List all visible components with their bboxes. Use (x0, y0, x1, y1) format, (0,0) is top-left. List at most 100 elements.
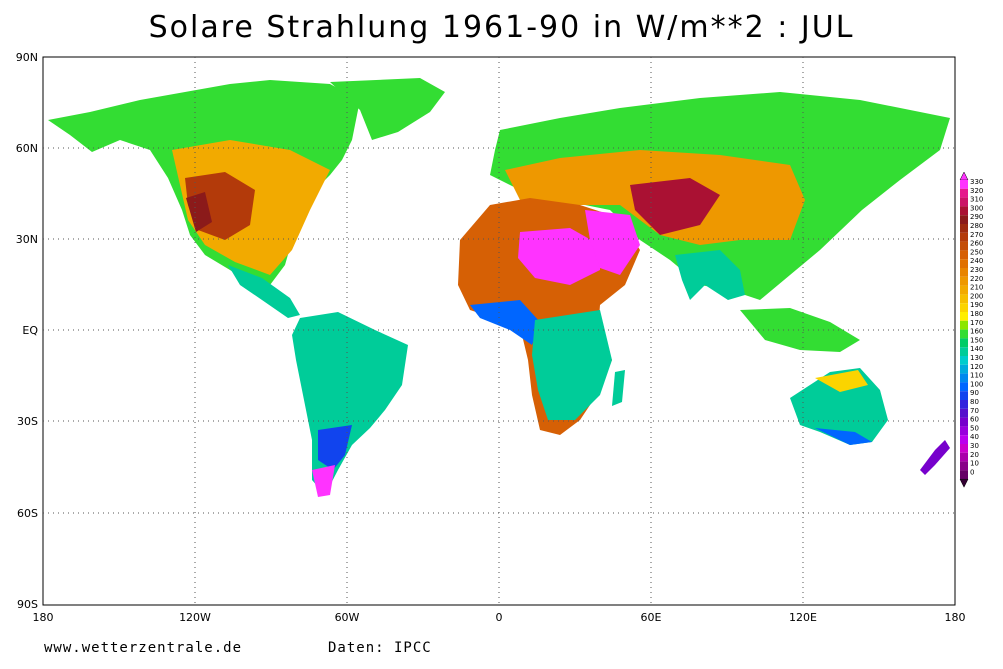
legend-level-label: 150 (970, 336, 983, 344)
legend-level-label: 200 (970, 292, 983, 300)
legend-level-label: 40 (970, 433, 979, 441)
y-tick-label: 60N (16, 142, 38, 155)
legend-swatch (960, 188, 968, 198)
legend-swatch (960, 285, 968, 295)
x-tick-label: 120W (179, 611, 211, 624)
south-america-south (318, 425, 352, 470)
legend-level-label: 110 (970, 372, 983, 380)
legend-swatch (960, 320, 968, 330)
legend-swatch (960, 347, 968, 356)
legend-swatch (960, 391, 968, 400)
legend-arrow-bottom (959, 478, 969, 488)
legend-swatch (960, 435, 968, 444)
legend-level-label: 260 (970, 240, 983, 248)
south-america-region (292, 312, 408, 495)
legend-level-label: 10 (970, 460, 979, 468)
legend-level-label: 170 (970, 319, 983, 327)
map-frame (42, 56, 956, 606)
legend-level-label: 230 (970, 266, 983, 274)
legend-level-label: 20 (970, 451, 979, 459)
legend-swatch (960, 232, 968, 242)
y-tick-label: 90S (17, 598, 38, 611)
legend-swatch (960, 338, 968, 348)
x-tick-label: 60E (641, 611, 662, 624)
legend-swatch (960, 197, 968, 207)
legend-swatch (960, 312, 968, 321)
legend-level-label: 90 (970, 389, 979, 397)
y-tick-label: EQ (22, 324, 38, 337)
legend-level-label: 330 (970, 178, 983, 186)
arabian-peninsula-region (585, 210, 640, 275)
central-asia-hot (630, 178, 720, 235)
x-tick-label: 60W (335, 611, 360, 624)
legend-level-label: 300 (970, 204, 983, 212)
legend-level-label: 180 (970, 310, 983, 318)
legend-swatch (960, 294, 968, 304)
legend-level-label: 120 (970, 363, 983, 371)
legend-level-label: 270 (970, 231, 983, 239)
sahara-hot-core (518, 228, 600, 285)
x-tick-label: 180 (33, 611, 54, 624)
legend-swatch (960, 444, 968, 453)
color-legend: 3303203103002902802702602502402302202102… (959, 171, 983, 488)
madagascar-region (612, 370, 625, 406)
new-zealand-region (920, 440, 950, 475)
legend-level-label: 0 (970, 468, 974, 476)
legend-level-label: 50 (970, 424, 979, 432)
legend-swatch (960, 452, 968, 462)
y-tick-label: 60S (17, 507, 38, 520)
legend-swatch (960, 329, 968, 339)
x-tick-label: 180 (945, 611, 966, 624)
legend-swatch (960, 250, 968, 260)
legend-level-label: 130 (970, 354, 983, 362)
axis-labels: 180 120W 60W 0 60E 120E 180 90N 60N 30N … (16, 51, 966, 624)
legend-swatch (960, 276, 968, 286)
footer-website: www.wetterzentrale.de (44, 640, 243, 656)
south-asia-region (675, 250, 745, 300)
legend-level-label: 30 (970, 442, 979, 450)
legend-swatch (960, 215, 968, 224)
legend-swatch (960, 470, 968, 480)
legend-swatch (960, 224, 968, 233)
legend-swatch (960, 461, 968, 471)
legend-swatch (960, 408, 968, 418)
y-tick-label: 30S (17, 415, 38, 428)
legend-swatch (960, 373, 968, 383)
legend-swatch (960, 417, 968, 427)
legend-swatch (960, 364, 968, 374)
gridlines (43, 57, 955, 605)
legend-level-label: 280 (970, 222, 983, 230)
y-tick-label: 90N (16, 51, 38, 64)
legend-swatch (960, 382, 968, 392)
legend-swatch (960, 356, 968, 365)
footer-source: Daten: IPCC (328, 640, 432, 656)
legend-swatch (960, 206, 968, 216)
legend-level-label: 160 (970, 328, 983, 336)
land-masses (48, 78, 950, 497)
australia-south (815, 428, 872, 445)
legend-level-label: 220 (970, 275, 983, 283)
legend-level-label: 290 (970, 213, 983, 221)
legend-swatch (960, 180, 968, 189)
legend-level-label: 80 (970, 398, 979, 406)
x-tick-label: 120E (789, 611, 817, 624)
australia-region (790, 368, 888, 445)
x-tick-label: 0 (496, 611, 503, 624)
legend-swatch (960, 268, 968, 277)
patagonia-region (312, 465, 335, 497)
legend-swatch (960, 400, 968, 409)
legend-level-label: 310 (970, 196, 983, 204)
legend-level-label: 140 (970, 345, 983, 353)
central-africa-region (532, 310, 612, 420)
legend-arrow-top (959, 171, 969, 181)
legend-swatch (960, 241, 968, 251)
legend-level-label: 320 (970, 187, 983, 195)
sahel-band (470, 300, 540, 345)
north-america-southwest (186, 192, 212, 232)
legend-swatch (960, 426, 968, 436)
southeast-asia-islands (740, 308, 860, 352)
legend-level-label: 240 (970, 257, 983, 265)
legend-swatch (960, 303, 968, 312)
legend-level-label: 100 (970, 380, 983, 388)
